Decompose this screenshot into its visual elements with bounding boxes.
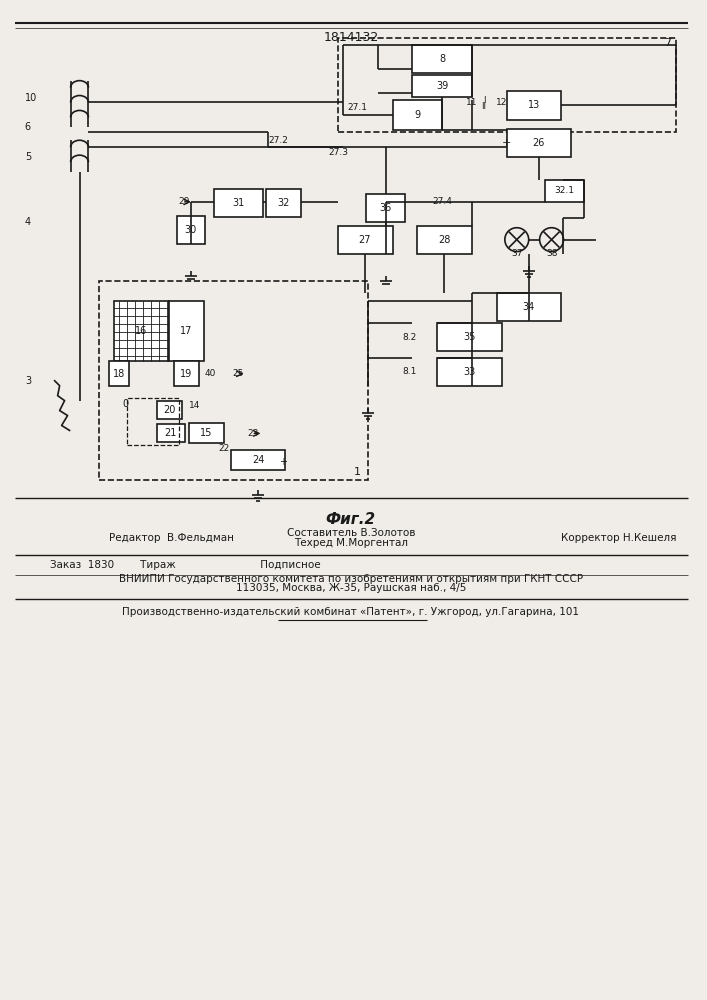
Text: 34: 34 <box>522 302 534 312</box>
Text: 30: 30 <box>185 225 197 235</box>
Text: 32.1: 32.1 <box>554 186 575 195</box>
Text: 10: 10 <box>25 93 37 103</box>
Bar <box>100 281 368 480</box>
Text: 8.2: 8.2 <box>402 333 416 342</box>
Text: 8.1: 8.1 <box>402 367 416 376</box>
Text: 23: 23 <box>247 429 259 438</box>
Text: 1: 1 <box>354 467 361 477</box>
Text: 18: 18 <box>113 369 125 379</box>
Text: 0: 0 <box>122 399 128 409</box>
Text: 36: 36 <box>380 203 392 213</box>
Text: 35: 35 <box>463 332 475 342</box>
Bar <box>169 301 204 361</box>
Text: 27.3: 27.3 <box>328 148 348 157</box>
Text: Производственно-издательский комбинат «Патент», г. Ужгород, ул.Гагарина, 101: Производственно-издательский комбинат «П… <box>122 607 579 617</box>
Text: 17: 17 <box>180 326 192 336</box>
Text: +: + <box>279 457 287 467</box>
Text: 25: 25 <box>233 369 244 378</box>
Text: 26: 26 <box>532 138 545 148</box>
Bar <box>115 301 169 361</box>
Text: I: I <box>483 96 485 105</box>
Bar <box>338 38 676 132</box>
Text: 24: 24 <box>252 455 264 465</box>
Bar <box>157 424 185 442</box>
Text: 29: 29 <box>178 197 189 206</box>
Text: 5: 5 <box>25 152 31 162</box>
Text: Корректор Н.Кешеля: Корректор Н.Кешеля <box>561 533 677 543</box>
Text: Редактор  В.Фельдман: Редактор В.Фельдман <box>110 533 234 543</box>
Bar <box>497 293 561 321</box>
Text: 9: 9 <box>414 110 421 120</box>
Bar <box>366 194 406 222</box>
Text: 40: 40 <box>205 369 216 378</box>
Text: 4: 4 <box>25 217 31 227</box>
Text: 27.2: 27.2 <box>269 136 288 145</box>
Text: 33: 33 <box>463 367 475 377</box>
Bar <box>507 129 571 157</box>
Text: 13: 13 <box>527 100 539 110</box>
Text: 113035, Москва, Ж-35, Раушская наб., 4/5: 113035, Москва, Ж-35, Раушская наб., 4/5 <box>235 583 466 593</box>
Bar <box>392 100 443 130</box>
Text: 16: 16 <box>135 326 147 336</box>
Text: 12: 12 <box>496 98 508 107</box>
Bar <box>157 401 182 419</box>
Text: 27.1: 27.1 <box>348 103 368 112</box>
Text: 37: 37 <box>511 249 522 258</box>
Text: 27: 27 <box>358 235 371 245</box>
Text: 27.4: 27.4 <box>432 197 452 206</box>
Text: 14: 14 <box>189 401 201 410</box>
Bar <box>189 423 223 443</box>
Text: 38: 38 <box>546 249 557 258</box>
Text: Фиг.2: Фиг.2 <box>326 512 376 527</box>
Text: 31: 31 <box>233 198 245 208</box>
Text: ВНИИПИ Государственного комитета по изобретениям и открытиям при ГКНТ СССР: ВНИИПИ Государственного комитета по изоб… <box>119 574 583 584</box>
Bar <box>507 91 561 120</box>
Bar <box>437 323 502 351</box>
Text: 22: 22 <box>218 444 229 453</box>
Bar <box>267 189 301 217</box>
Text: 28: 28 <box>438 235 450 245</box>
Text: +: + <box>502 138 512 148</box>
Bar <box>214 189 263 217</box>
Text: II: II <box>481 102 486 111</box>
Text: 39: 39 <box>436 81 448 91</box>
Bar <box>110 361 129 386</box>
Text: 19: 19 <box>180 369 192 379</box>
Bar <box>174 361 199 386</box>
Text: Техред М.Моргентал: Техред М.Моргентал <box>294 538 408 548</box>
Text: 1814132: 1814132 <box>323 31 378 44</box>
Bar <box>437 358 502 386</box>
Text: 21: 21 <box>165 428 177 438</box>
Bar <box>338 226 392 254</box>
Text: Составитель В.Золотов: Составитель В.Золотов <box>286 528 415 538</box>
Text: 11: 11 <box>467 98 478 107</box>
Text: 3: 3 <box>25 376 31 386</box>
Bar <box>412 45 472 73</box>
Bar <box>230 450 285 470</box>
Bar <box>127 398 179 445</box>
Text: 7: 7 <box>665 38 672 48</box>
Text: 20: 20 <box>163 405 175 415</box>
Bar <box>544 180 585 202</box>
Text: 15: 15 <box>199 428 212 438</box>
Text: 8: 8 <box>439 54 445 64</box>
Text: 32: 32 <box>277 198 289 208</box>
Text: 6: 6 <box>25 122 31 132</box>
Bar <box>177 216 205 244</box>
Text: Заказ  1830        Тираж                          Подписное: Заказ 1830 Тираж Подписное <box>49 560 320 570</box>
Bar <box>417 226 472 254</box>
Bar <box>412 75 472 97</box>
